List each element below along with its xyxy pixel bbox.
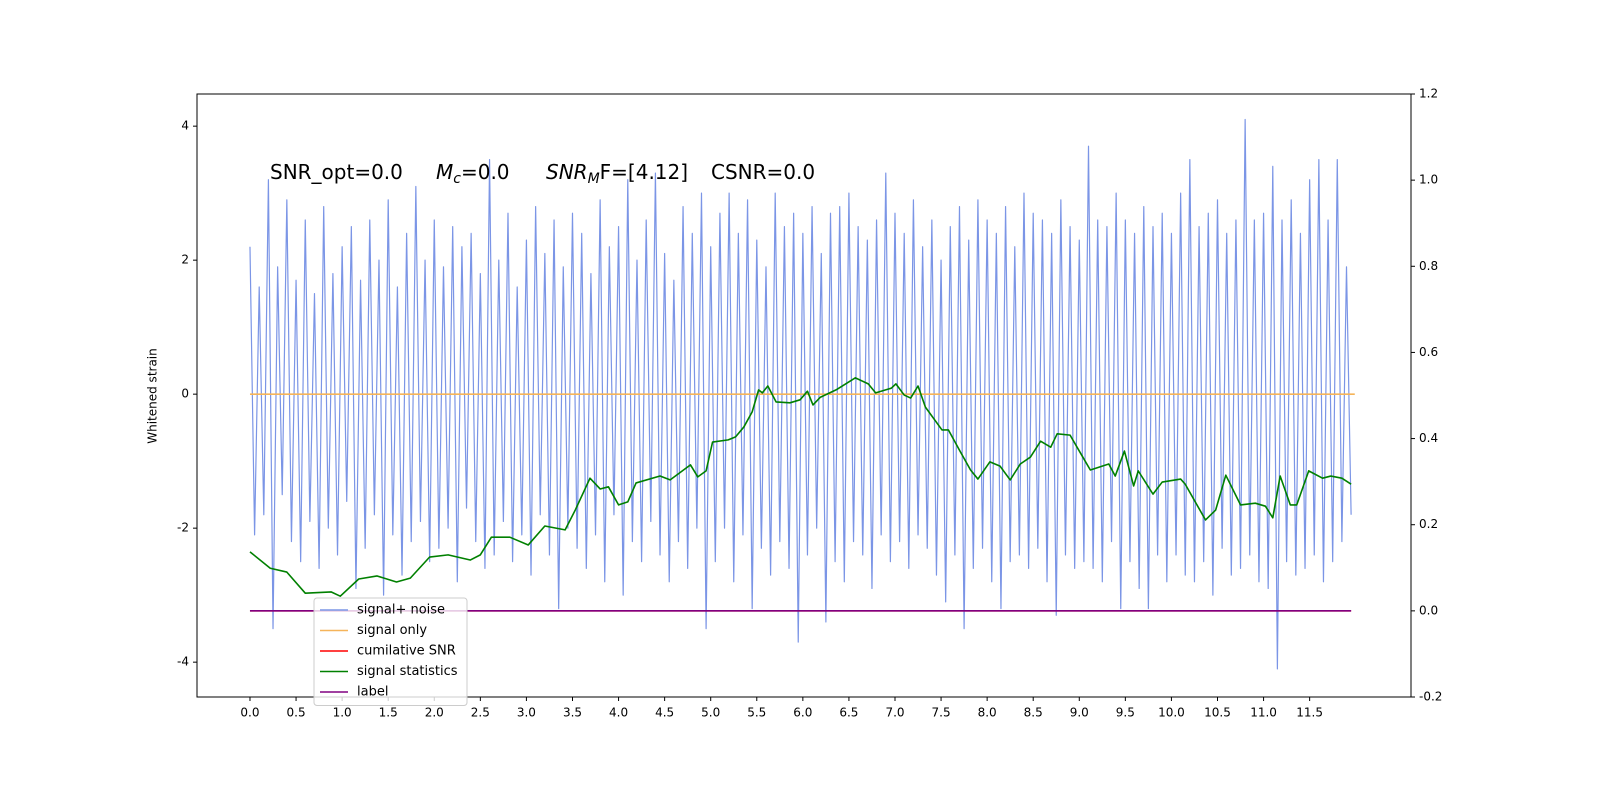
annotation-text: F=[4.12]	[600, 160, 688, 184]
annotation-sub: M	[588, 171, 600, 187]
x-tick-label: 3.0	[517, 706, 536, 720]
x-tick-label: 5.5	[747, 706, 766, 720]
y2-tick-label: 0.2	[1419, 517, 1438, 531]
y2-tick-label: 0.6	[1419, 345, 1438, 359]
y-tick-label: 0	[181, 387, 189, 401]
x-tick-label: 10.0	[1158, 706, 1185, 720]
annotation: CSNR=0.0	[711, 160, 815, 184]
x-tick-label: 5.0	[701, 706, 720, 720]
series-line	[249, 377, 1352, 598]
y-tick-label: -4	[177, 655, 189, 669]
x-tick-label: 11.5	[1296, 706, 1323, 720]
x-tick-label: 6.5	[839, 706, 858, 720]
x-tick-label: 6.0	[793, 706, 812, 720]
y2-tick-label: 0.0	[1419, 603, 1438, 617]
x-tick-label: 0.0	[240, 706, 259, 720]
annotation-text: =0.0	[461, 160, 510, 184]
y2-tick-label: -0.2	[1419, 690, 1442, 704]
x-tick-label: 2.0	[425, 706, 444, 720]
y-tick-label: 2	[181, 253, 189, 267]
y-tick-label: 4	[181, 119, 189, 133]
annotation-base: M	[436, 160, 453, 184]
x-tick-label: 7.5	[932, 706, 951, 720]
x-tick-label: 9.5	[1116, 706, 1135, 720]
annotation-sub: c	[453, 171, 461, 187]
series-line	[249, 118, 1352, 670]
legend-label: signal only	[357, 623, 427, 638]
legend-label: signal+ noise	[357, 603, 445, 618]
annotation-base: SNR	[546, 160, 588, 184]
annotation-text: SNR_opt=0.0	[270, 160, 403, 184]
x-tick-label: 3.5	[563, 706, 582, 720]
x-tick-label: 8.0	[978, 706, 997, 720]
x-tick-label: 4.0	[609, 706, 628, 720]
x-tick-label: 0.5	[287, 706, 306, 720]
axes-frame	[196, 93, 1412, 698]
x-tick-label: 7.0	[885, 706, 904, 720]
legend-box	[313, 597, 468, 706]
y2-tick-label: 1.2	[1419, 87, 1438, 101]
x-tick-label: 2.5	[471, 706, 490, 720]
x-tick-label: 9.0	[1070, 706, 1089, 720]
x-tick-label: 11.0	[1250, 706, 1277, 720]
x-tick-label: 10.5	[1204, 706, 1231, 720]
annotation-text: CSNR=0.0	[711, 160, 815, 184]
x-tick-label: 1.0	[333, 706, 352, 720]
y2-tick-label: 0.8	[1419, 259, 1438, 273]
x-tick-label: 4.5	[655, 706, 674, 720]
y-axis-label: Whitened strain	[146, 348, 160, 444]
x-tick-label: 1.5	[379, 706, 398, 720]
x-tick-label: 8.5	[1024, 706, 1043, 720]
legend-label: cumilative SNR	[357, 644, 456, 659]
legend-label: label	[357, 685, 388, 700]
legend-label: signal statistics	[357, 664, 458, 679]
y-tick-label: -2	[177, 521, 189, 535]
annotation: Mc=0.0	[436, 160, 510, 188]
annotation: SNR_opt=0.0	[270, 160, 403, 184]
y2-tick-label: 0.4	[1419, 431, 1438, 445]
y2-tick-label: 1.0	[1419, 173, 1438, 187]
annotation: SNRMF=[4.12]	[546, 160, 688, 188]
